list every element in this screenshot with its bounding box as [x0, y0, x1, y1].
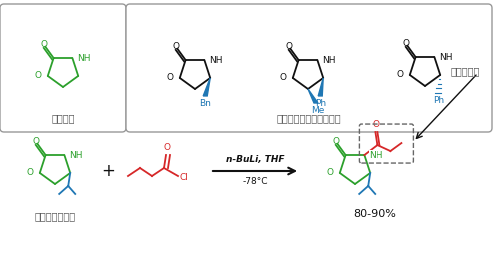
Text: Ph: Ph: [432, 96, 444, 105]
Text: O: O: [397, 70, 404, 80]
Polygon shape: [308, 89, 318, 103]
Text: O: O: [35, 72, 42, 80]
Text: Cl: Cl: [180, 172, 189, 181]
Text: O: O: [164, 143, 170, 152]
Text: 簡單的醒化反應: 簡單的醒化反應: [34, 211, 76, 221]
Text: n-BuLi, THF: n-BuLi, THF: [226, 155, 284, 164]
Text: O: O: [40, 40, 47, 49]
Text: 80-90%: 80-90%: [354, 209, 397, 219]
Text: Ph: Ph: [314, 99, 326, 108]
Text: 可購常用的嘎唠烷酶試劑: 可購常用的嘎唠烷酶試劑: [276, 113, 342, 123]
Text: O: O: [167, 73, 174, 82]
Text: O: O: [327, 168, 334, 177]
Text: -78°C: -78°C: [242, 177, 268, 186]
FancyBboxPatch shape: [126, 4, 492, 132]
Text: O: O: [285, 42, 292, 51]
Text: NH: NH: [370, 151, 383, 160]
Text: O: O: [27, 168, 34, 177]
Text: NH: NH: [70, 151, 83, 160]
Text: 嘎唠烷酶: 嘎唠烷酶: [52, 113, 75, 123]
Text: Bn: Bn: [200, 99, 211, 108]
Text: O: O: [32, 137, 39, 146]
Text: +: +: [101, 162, 115, 180]
Text: NH: NH: [322, 56, 336, 65]
FancyBboxPatch shape: [0, 4, 126, 132]
Text: O: O: [280, 73, 287, 82]
Text: NH: NH: [210, 56, 223, 65]
Text: NH: NH: [78, 53, 91, 63]
Text: O: O: [172, 42, 179, 51]
Text: N: N: [370, 151, 376, 160]
Text: O: O: [373, 120, 380, 129]
Text: Me: Me: [312, 106, 324, 115]
Polygon shape: [318, 78, 323, 96]
Text: 醒亞胺結構: 醒亞胺結構: [450, 66, 480, 76]
Text: O: O: [402, 39, 409, 48]
Text: O: O: [332, 137, 339, 146]
Polygon shape: [203, 78, 210, 96]
Text: NH: NH: [440, 53, 453, 61]
